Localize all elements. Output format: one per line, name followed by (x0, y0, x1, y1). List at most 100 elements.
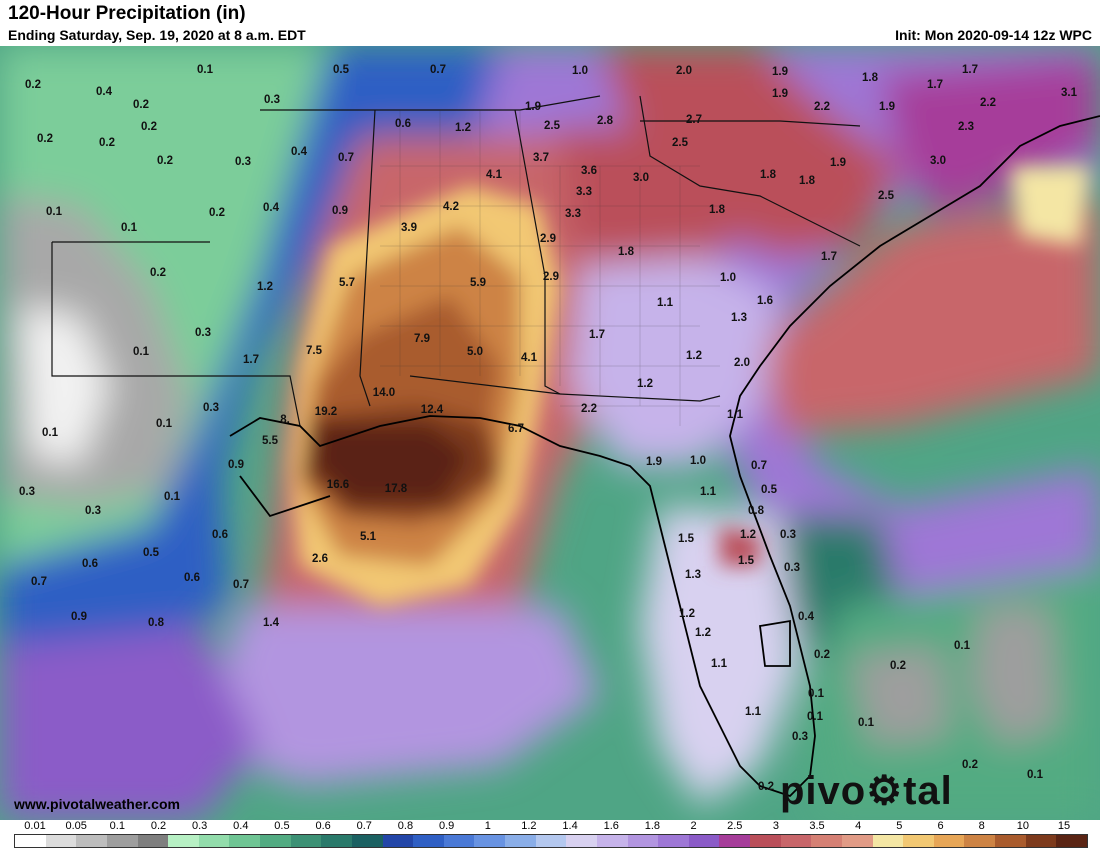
precip-value-label: 1.8 (799, 175, 816, 187)
precip-value-label: 1.0 (690, 455, 706, 467)
legend-swatch (780, 835, 812, 847)
precip-value-label: 1.7 (821, 251, 837, 263)
precip-value-label: 2.3 (958, 121, 974, 133)
precip-value-label: 1.1 (745, 706, 762, 718)
precip-value-label: 0.3 (19, 486, 35, 498)
valid-time: Ending Saturday, Sep. 19, 2020 at 8 a.m.… (8, 27, 306, 43)
precip-value-label: 0.2 (141, 121, 157, 133)
state-borders (51, 95, 861, 427)
legend-swatch (321, 835, 352, 847)
precip-value-label: 0.4 (96, 86, 113, 98)
legend-swatch (933, 835, 965, 847)
precip-value-label: 1.2 (257, 281, 273, 293)
legend-colorbar (14, 834, 1088, 848)
legend-swatch (658, 835, 689, 847)
legend-tick-label: 0.4 (233, 820, 249, 832)
precip-value-label: 3.3 (565, 208, 581, 220)
precip-value-label: 0.3 (235, 156, 251, 168)
precip-value-label: 0.7 (31, 576, 47, 588)
precip-value-label: 0.3 (784, 562, 800, 574)
precip-value-label: 0.2 (962, 759, 978, 771)
website-url: www.pivotalweather.com (14, 796, 180, 812)
precip-value-label: 1.9 (525, 101, 541, 113)
precip-value-label: 1.2 (740, 529, 756, 541)
precip-field (0, 46, 1100, 820)
legend-tick-label: 1.4 (562, 820, 578, 832)
precip-value-label: 3.1 (1061, 87, 1078, 99)
legend-swatch (596, 835, 628, 847)
legend-tick-label: 0.2 (150, 820, 167, 832)
precip-value-label: 1.0 (720, 272, 736, 284)
precip-value-label: 0.5 (761, 484, 778, 496)
precip-value-label: 0.2 (209, 207, 225, 219)
precip-value-label: 3.6 (581, 165, 597, 177)
precip-value-label: 1.5 (738, 555, 755, 567)
legend-swatch (198, 835, 230, 847)
map-title: 120-Hour Precipitation (in) (8, 3, 246, 24)
precip-value-label: 2.5 (544, 120, 561, 132)
precip-value-label: 1.8 (618, 246, 635, 258)
precip-value-label: 0.3 (264, 94, 280, 106)
legend-tick-label: 0.05 (65, 820, 87, 832)
precip-value-label: 1.5 (678, 533, 695, 545)
legend-swatch (382, 835, 414, 847)
precip-value-label: 3.9 (401, 222, 417, 234)
precip-value-label: 5.5 (262, 435, 279, 447)
precip-value-label: 1.1 (711, 658, 728, 670)
precip-value-label: 0.4 (263, 202, 280, 214)
legend-tick-label: 0.5 (274, 820, 290, 832)
precip-value-label: 2.6 (312, 553, 328, 565)
precip-value-label: 1.7 (962, 64, 978, 76)
precip-value-label: 1.9 (879, 101, 895, 113)
precip-value-label: 1.8 (760, 169, 777, 181)
precip-value-label: 1.8 (862, 72, 879, 84)
precip-value-label: 0.2 (890, 660, 906, 672)
precip-value-label: 19.2 (315, 406, 337, 418)
precip-value-label: 0.1 (807, 711, 824, 723)
legend-swatch (995, 835, 1026, 847)
legend-tick-label: 1.6 (603, 820, 619, 832)
legend-tick-label: 0.3 (191, 820, 208, 832)
precip-value-label: 0.1 (808, 688, 825, 700)
precip-value-label: 1.9 (772, 66, 788, 78)
legend-swatch (627, 835, 659, 847)
legend-tick-label: 4 (855, 820, 862, 832)
legend-swatch (505, 835, 536, 847)
precip-value-label: 0.1 (42, 427, 59, 439)
legend-swatch (168, 835, 199, 847)
precip-value-label: 3.7 (533, 152, 549, 164)
precip-value-label: 1.9 (830, 157, 846, 169)
legend-tick-label: 1.2 (521, 820, 537, 832)
precip-value-label: 0.2 (133, 99, 149, 111)
precip-value-label: 1.7 (589, 329, 605, 341)
precip-value-label: 1.0 (572, 65, 588, 77)
legend-swatch (137, 835, 169, 847)
precip-value-label: 2.2 (581, 403, 597, 415)
brand-text-left: pivo (780, 769, 867, 813)
precip-value-label: 2.5 (672, 137, 689, 149)
legend-tick-label: 15 (1057, 820, 1071, 832)
precip-value-label: 2.2 (814, 101, 830, 113)
precip-value-label: 0.5 (143, 547, 160, 559)
precip-value-label: 0.1 (156, 418, 173, 430)
legend-swatch (260, 835, 291, 847)
precip-value-label: 0.1 (46, 206, 63, 218)
precip-value-label: 2.7 (686, 114, 702, 126)
precip-value-label: 1.1 (657, 297, 674, 309)
legend-swatch (811, 835, 842, 847)
legend-swatch (443, 835, 475, 847)
precip-value-label: 2.2 (980, 97, 996, 109)
legend-swatch (15, 835, 46, 847)
precip-value-label: 12.4 (421, 404, 444, 416)
precip-value-label: 0.3 (203, 402, 219, 414)
legend-swatch (413, 835, 444, 847)
precip-value-label: 0.4 (798, 611, 815, 623)
precip-value-label: 2.0 (734, 357, 750, 369)
precip-value-label: 7.5 (306, 345, 323, 357)
legend-tick-label: 0.7 (356, 820, 372, 832)
precip-value-label: 0.2 (25, 79, 41, 91)
precip-value-label: 0.1 (858, 717, 875, 729)
legend-tick-label: 0.8 (397, 820, 414, 832)
precip-value-label: 2.5 (878, 190, 895, 202)
precip-value-label: 0.6 (212, 529, 228, 541)
